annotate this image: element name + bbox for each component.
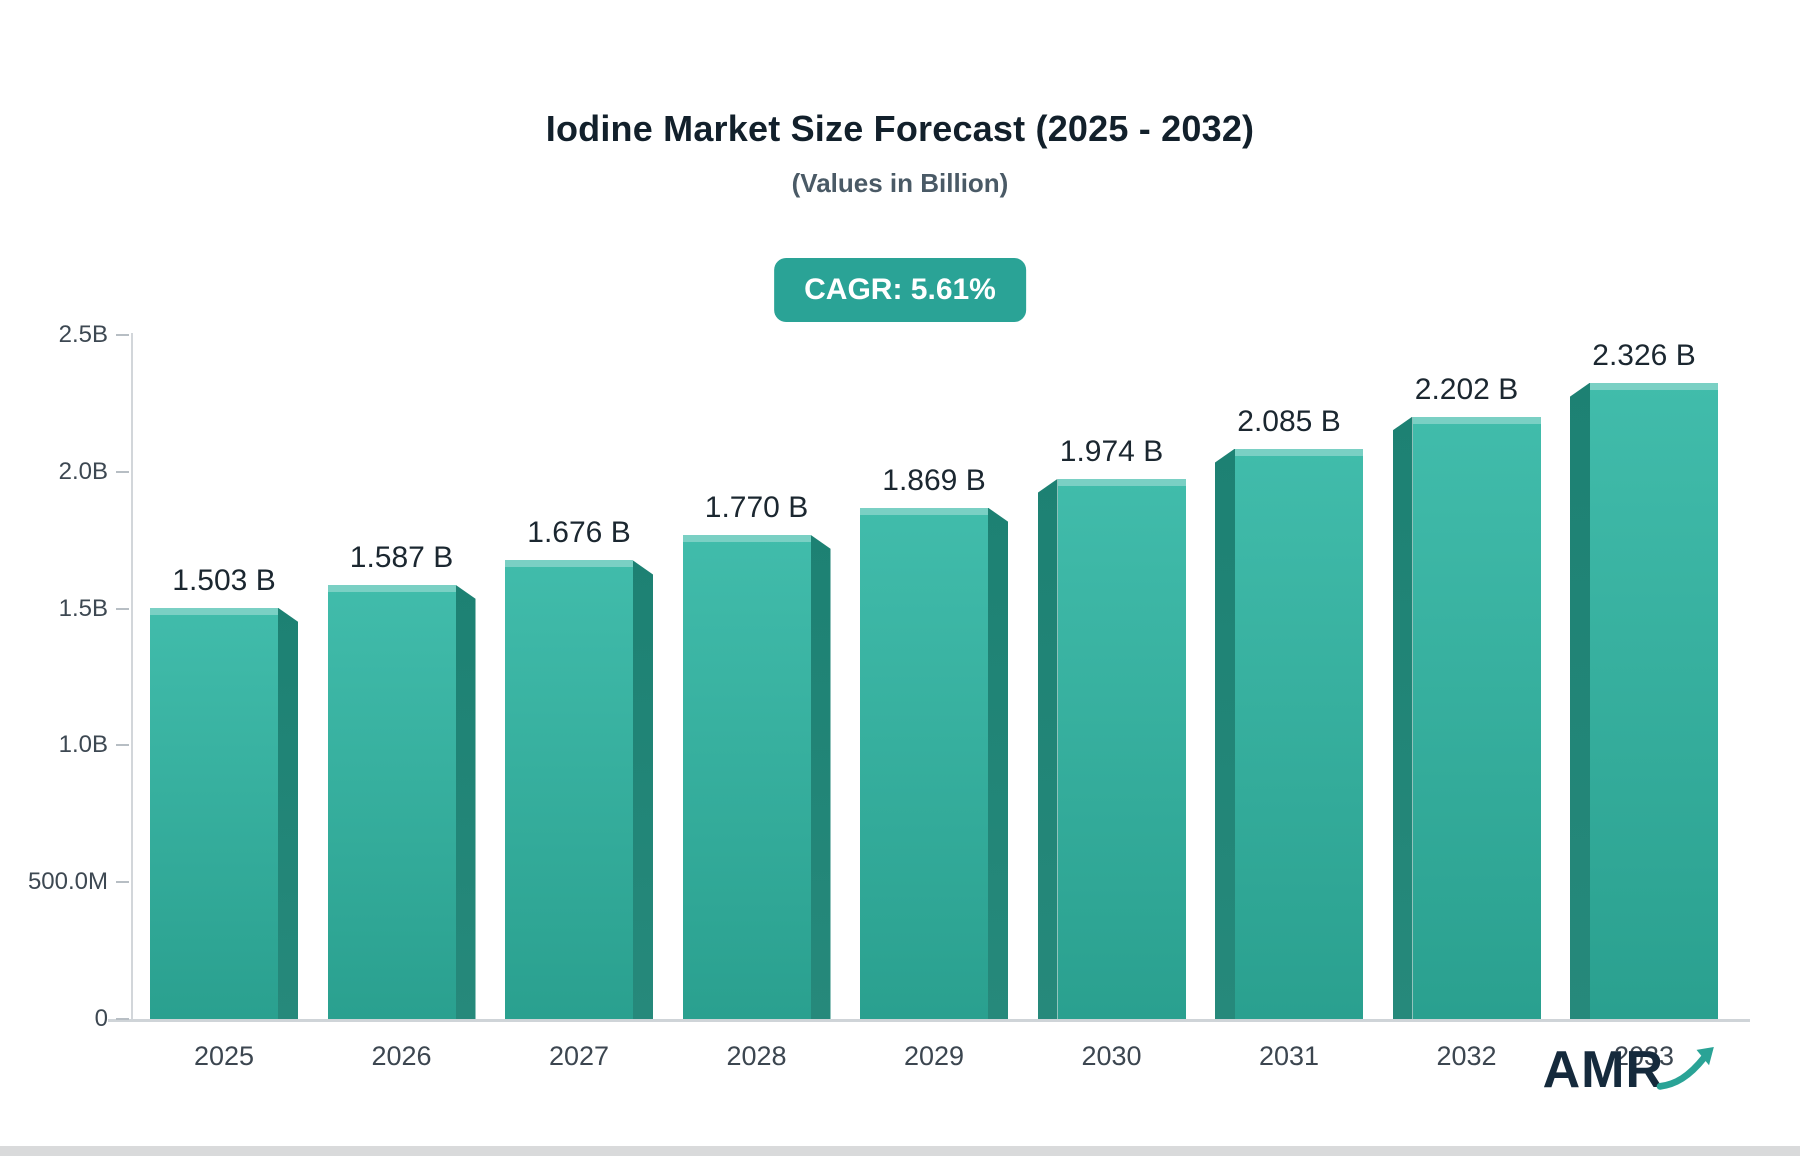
bar-top-highlight [1412, 416, 1541, 424]
x-tick-label-2028: 2028 [726, 1041, 787, 1071]
bar-group-2033: 2.326 B [1570, 339, 1718, 1019]
bar-side-shade [633, 560, 653, 1019]
cagr-badge: CAGR: 5.61% [774, 258, 1026, 322]
bar-group-2030: 1.974 B [1037, 435, 1186, 1019]
bar-top-highlight [1590, 382, 1718, 390]
bar-top-highlight [860, 507, 988, 515]
bar-face [327, 584, 456, 1019]
growth-arrow-icon [1656, 1046, 1714, 1090]
y-tick-mark [116, 607, 129, 610]
x-tick-label-2033: 2033 [1613, 1041, 1675, 1071]
y-tick-label: 500.0M [27, 868, 108, 896]
y-tick-mark [116, 334, 129, 336]
bar-group-2029: 1.869 B [860, 464, 1008, 1019]
y-tick-mark [116, 470, 129, 473]
bar-face [1235, 448, 1363, 1019]
y-tick-label: 2.5B [58, 321, 108, 348]
bar-side-shade [1570, 382, 1590, 1019]
bar-face [682, 534, 811, 1019]
bar-group-2026: 1.587 B [327, 541, 476, 1019]
y-tick-label: 0 [94, 1005, 108, 1032]
bar-value-label: 1.676 B [527, 516, 631, 550]
x-tick-label-2029: 2029 [903, 1041, 965, 1071]
x-tick-label-2027: 2027 [548, 1041, 610, 1071]
bar-face [1590, 382, 1718, 1019]
bar-top-highlight [150, 607, 278, 615]
bar-group-2032: 2.202 B [1392, 373, 1541, 1019]
bar-value-label: 2.085 B [1237, 404, 1341, 438]
bar-top-highlight [1235, 448, 1363, 456]
bar-group-2025: 1.503 B [150, 564, 298, 1019]
y-tick-mark [116, 744, 129, 747]
x-tick-label-2031: 2031 [1258, 1041, 1320, 1071]
bar-value-label: 2.202 B [1414, 372, 1519, 406]
bar-value-label: 2.326 B [1592, 338, 1696, 372]
x-tick-label-2032: 2032 [1436, 1041, 1497, 1071]
bar-face [1412, 416, 1541, 1019]
bar-side-shade [1037, 478, 1058, 1019]
bar-value-label: 1.974 B [1059, 434, 1164, 468]
bar-group-2028: 1.770 B [682, 491, 831, 1019]
chart-title: Iodine Market Size Forecast (2025 - 2032… [545, 108, 1255, 149]
bar-side-shade [455, 584, 476, 1019]
bar-value-label: 1.587 B [349, 540, 454, 574]
chart-subtitle: (Values in Billion) [791, 168, 1009, 198]
bottom-strip [0, 1146, 1800, 1156]
bar-side-shade [988, 507, 1008, 1019]
y-tick-mark [116, 1018, 129, 1020]
bar-side-shade [1215, 448, 1235, 1019]
x-axis-line [108, 1019, 1750, 1022]
bar-top-highlight [682, 534, 811, 542]
bar-value-label: 1.770 B [704, 490, 809, 524]
bar-value-label: 1.503 B [172, 563, 276, 597]
y-tick-label: 1.0B [58, 731, 108, 759]
bar-group-2031: 2.085 B [1215, 405, 1363, 1019]
x-tick-label-2026: 2026 [371, 1041, 432, 1071]
bar-top-highlight [505, 560, 633, 568]
bar-top-highlight [327, 584, 456, 592]
amr-logo-text: AMR [1542, 1041, 1664, 1099]
bar-side-shade [810, 534, 831, 1019]
bar-face [505, 560, 633, 1019]
x-tick-label-2030: 2030 [1081, 1041, 1142, 1071]
bar-top-highlight [1057, 478, 1186, 486]
y-tick-label: 1.5B [58, 594, 108, 622]
amr-logo: AMR [1543, 1040, 1714, 1100]
bar-side-shade [278, 607, 298, 1019]
bar-face [1057, 478, 1186, 1019]
x-tick-label-2025: 2025 [193, 1041, 255, 1071]
y-tick-label: 2.0B [58, 457, 108, 485]
y-axis-line [131, 333, 133, 1020]
bar-face [860, 507, 988, 1019]
bar-group-2027: 1.676 B [505, 516, 653, 1019]
y-tick-mark [116, 881, 129, 884]
bar-value-label: 1.869 B [882, 463, 986, 497]
bar-side-shade [1392, 416, 1413, 1019]
bar-face [150, 607, 278, 1019]
